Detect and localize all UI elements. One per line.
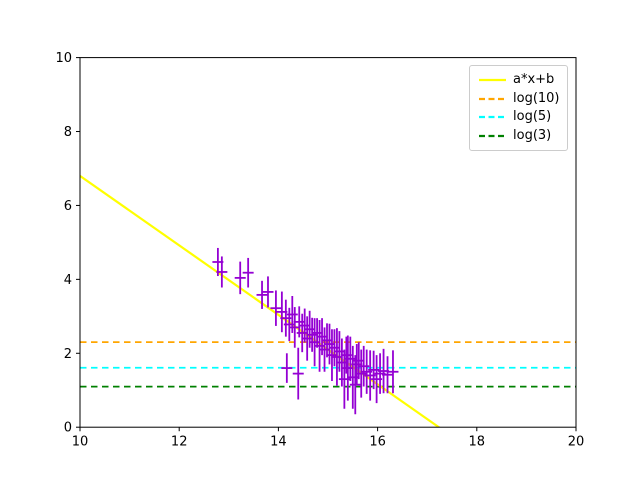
- y-tick-label: 8: [64, 125, 72, 140]
- x-tick-label: 12: [171, 435, 188, 450]
- legend-label: log(5): [513, 109, 552, 125]
- x-tick-label: 18: [469, 435, 486, 450]
- legend-line-sample: [479, 134, 506, 138]
- legend-item-log(10): log(10): [479, 90, 560, 108]
- y-tick-label: 0: [64, 421, 72, 436]
- legend: a*x+b log(10) log(5) log(3): [469, 65, 568, 151]
- x-tick-label: 14: [270, 435, 287, 450]
- legend-item-log(3): log(3): [479, 127, 560, 145]
- fit-line: [80, 174, 441, 428]
- x-tick-label: 10: [72, 435, 89, 450]
- legend-line-sample: [479, 78, 506, 82]
- axes-frame: [79, 57, 577, 428]
- legend-line-sample: [479, 97, 506, 100]
- legend-label: log(3): [513, 127, 552, 143]
- legend-label: log(10): [513, 90, 560, 106]
- x-tick-label: 16: [369, 435, 386, 450]
- y-tick-label: 2: [64, 347, 72, 362]
- y-tick-label: 6: [64, 199, 72, 214]
- x-tick-label: 20: [568, 435, 585, 450]
- plot-area: [80, 174, 576, 428]
- legend-label: a*x+b: [513, 72, 555, 87]
- legend-item-a*x+b: a*x+b: [479, 71, 560, 89]
- legend-line-sample: [479, 116, 506, 119]
- y-tick-label: 10: [55, 51, 72, 66]
- legend-item-log(5): log(5): [479, 108, 560, 126]
- y-tick-label: 4: [64, 273, 72, 288]
